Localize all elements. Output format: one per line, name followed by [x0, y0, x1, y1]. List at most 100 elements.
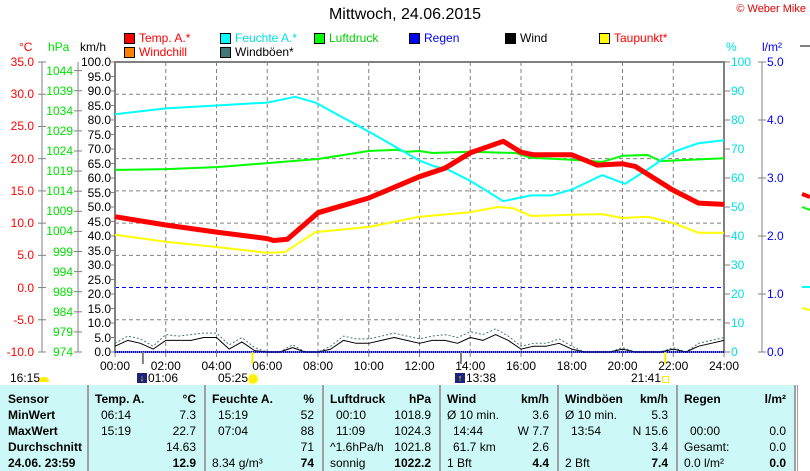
x-tick-label: 12:00 [404, 359, 435, 373]
pressure-tick-label: 999 [52, 244, 73, 259]
legend-item: Luftdruck [314, 31, 378, 45]
cell-value: N 15.6 [632, 424, 668, 438]
column-header: Luftdruck [330, 392, 386, 406]
rain-tick-label: 0.0 [767, 345, 784, 359]
legend-label: Taupunkt* [614, 31, 668, 45]
cell-label: Gesamt: [684, 440, 730, 454]
column-unit: % [303, 392, 314, 406]
moonset-time: 01:06 [148, 371, 179, 385]
wind-tick-label: 95.0 [87, 69, 111, 84]
wind-tick-label: 40.0 [87, 229, 111, 243]
wind-tick-label: 80.0 [87, 113, 111, 127]
x-tick-label: 10:00 [353, 359, 384, 373]
temp-tick-label: 10.0 [10, 216, 34, 231]
temp-tick-label: 5.0 [17, 248, 34, 263]
stats-column-luftdruck: Luftdruck hPa 00:10 1018.9 11:09 1024.3 ^1.6hP… [324, 385, 441, 471]
pressure-tick-label: 1004 [46, 224, 73, 239]
cell-value: 7.3 [179, 408, 196, 422]
column-header: Regen [684, 392, 721, 406]
temp-tick-label: 0.0 [17, 280, 34, 295]
legend-label: Feuchte A.* [235, 31, 298, 45]
cell-value: 88 [300, 424, 314, 438]
pressure-tick-label: 1024 [46, 144, 73, 158]
sensor-row-label: MinWert [8, 408, 56, 422]
temp-tick-label: -5.0 [13, 312, 34, 327]
humidity-tick-label: 90 [731, 84, 745, 98]
cell-value: 3.6 [532, 408, 549, 422]
cell-label: 00:10 [336, 408, 367, 422]
wind-tick-label: 35.0 [87, 243, 111, 258]
legend-swatch [409, 32, 420, 44]
cell-value: 7.4 [651, 456, 668, 470]
humidity-tick-label: 40 [731, 229, 745, 243]
column-unit: km/h [520, 392, 549, 406]
humidity-tick-label: 0 [731, 345, 738, 359]
cloud-time: 16:15 [10, 371, 41, 385]
next-panel-temp [801, 192, 810, 199]
legend-label: Windböen* [235, 45, 294, 59]
legend-label: Wind [520, 31, 548, 45]
sensor-header: Sensor [8, 392, 49, 406]
wind-tick-label: 75.0 [87, 127, 111, 142]
column-header: Feuchte A. [212, 392, 273, 406]
humidity-tick-label: 70 [731, 142, 745, 156]
legend-item: Wind [505, 31, 547, 45]
cell-label: ^1.6hPa/h [330, 440, 384, 454]
cell-value: 2.6 [532, 440, 549, 454]
column-header: Temp. A. [95, 392, 145, 406]
wind-tick-label: 100.0 [80, 55, 111, 69]
humidity-tick-label: 10 [731, 316, 745, 330]
cell-label: 0.0 l/m² [684, 456, 725, 470]
weather-chart [38, 45, 810, 364]
pressure-tick-label: 1034 [46, 103, 73, 118]
x-tick-label: 04:00 [201, 359, 232, 373]
next-panel-dewpoint [801, 307, 810, 311]
next-panel-pressure [801, 206, 810, 211]
cell-value: 0.0 [769, 424, 786, 438]
cell-value: 1018.9 [394, 408, 431, 422]
x-tick-label: 24:00 [708, 359, 740, 373]
stats-table: Sensor MinWert MaxWert Durchschnitt 24.06. 2… [0, 385, 796, 471]
sensor-row-label: Durchschnitt [8, 440, 83, 454]
legend-item: Feuchte A.* [220, 31, 297, 45]
legend-swatch [124, 46, 135, 58]
humidity-tick-label: 80 [731, 113, 745, 127]
column-header: Windböen [565, 392, 623, 406]
cell-value: 71 [300, 440, 314, 454]
cell-value: 1024.3 [394, 424, 431, 438]
x-tick-label: 14:00 [455, 359, 486, 373]
wind-series [114, 334, 725, 353]
chart-title: Mittwoch, 24.06.2015 [328, 6, 482, 23]
x-tick-label: 08:00 [302, 359, 334, 373]
temp-tick-label: 30.0 [10, 87, 34, 102]
cloud-icon [39, 377, 49, 382]
cell-value: 52 [300, 408, 314, 422]
legend-item: Temp. A.* [124, 31, 190, 45]
cell-value: W 7.7 [517, 424, 549, 438]
pressure-series [114, 148, 725, 171]
sunset-time: 21:41 [631, 371, 662, 385]
cell-label: 11:09 [336, 424, 366, 438]
pressure-tick-label: 984 [52, 304, 73, 319]
sensor-row-label: 24.06. 23:59 [8, 456, 76, 470]
legend-swatch [124, 32, 135, 44]
humidity-tick-label: 100 [731, 55, 752, 69]
legend-swatch [220, 32, 231, 44]
stats-column-feuchte-a-: Feuchte A.% 15:19 52 07:04 88 71 8.34 g/m³ 74 [206, 385, 324, 471]
humidity-tick-label: 30 [731, 258, 745, 272]
cell-label: 06:14 [101, 408, 132, 422]
cell-label: 1 Bft [447, 456, 472, 470]
cell-value: 1022.2 [394, 456, 431, 470]
cell-label: 15:19 [101, 424, 132, 438]
cell-label: 2 Bft [565, 456, 590, 470]
wind-tick-label: 55.0 [87, 185, 111, 200]
rain-tick-label: 1.0 [767, 287, 784, 301]
column-unit: hPa [408, 392, 431, 406]
legend-label: Regen [424, 31, 460, 45]
stats-column-wind: Wind km/h Ø 10 min. 3.6 14:44 W 7.7 61.7 km 2.6… [441, 385, 559, 471]
wind-tick-label: 65.0 [87, 156, 111, 171]
legend-swatch [505, 32, 516, 44]
cell-value: 0.0 [769, 440, 786, 454]
column-unit: l/m² [764, 392, 786, 406]
wind-tick-label: 70.0 [87, 142, 111, 156]
